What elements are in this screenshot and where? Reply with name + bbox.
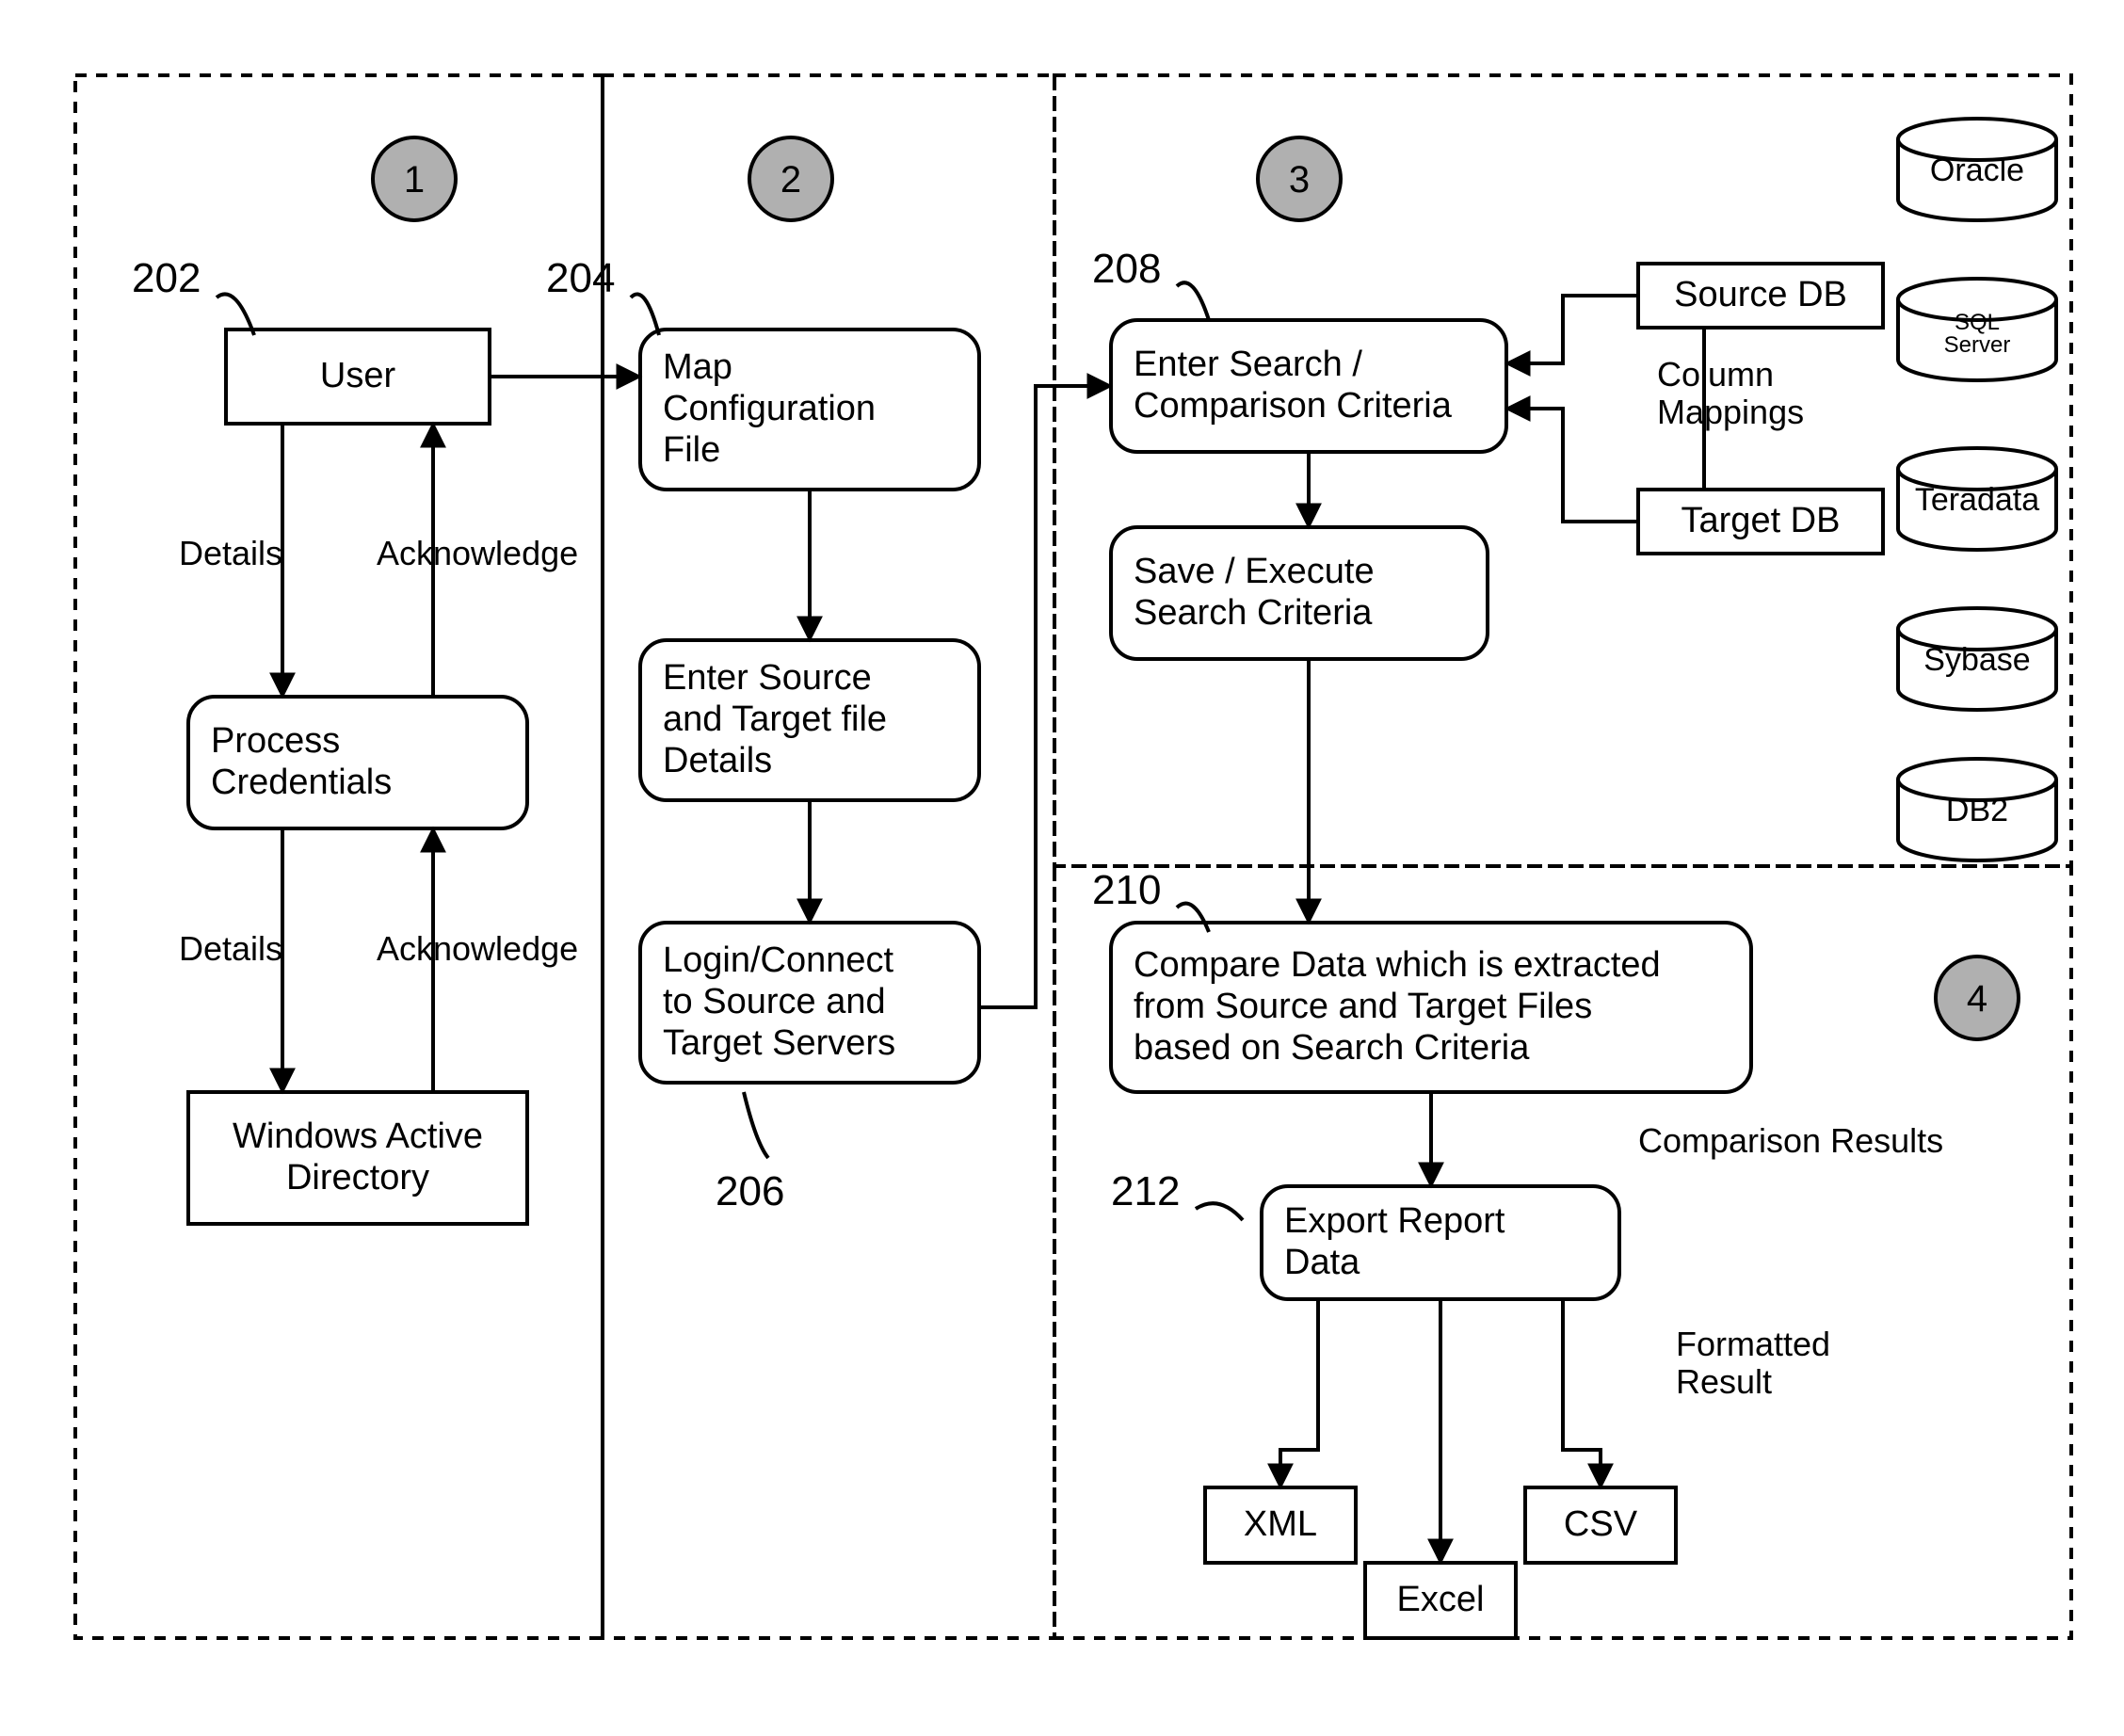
edge-label: Details	[179, 929, 282, 968]
edge-label: Result	[1676, 1362, 1772, 1401]
edge	[979, 386, 1111, 1007]
node-label: Source DB	[1674, 275, 1847, 314]
node-label: Target Servers	[663, 1023, 895, 1063]
node-label: Map	[663, 347, 732, 387]
edge-label: Acknowledge	[377, 929, 578, 968]
node-label: Compare Data which is extracted	[1134, 945, 1661, 985]
panel-badge-label: 2	[780, 159, 801, 201]
panel-badge-label: 4	[1967, 978, 1987, 1020]
ref-leader	[744, 1092, 768, 1158]
node-label: Login/Connect	[663, 940, 894, 980]
ref-208: 208	[1092, 246, 1161, 292]
node-label: User	[320, 356, 396, 395]
edge-label: Details	[179, 534, 282, 572]
node-label: Excel	[1397, 1580, 1485, 1619]
node-label: Comparison Criteria	[1134, 386, 1453, 426]
edge	[1280, 1299, 1318, 1487]
ref-206: 206	[716, 1168, 784, 1214]
node-label: Enter Search /	[1134, 345, 1362, 384]
panel-badge-label: 3	[1289, 159, 1310, 201]
node-label: Credentials	[211, 763, 392, 802]
db-label: SQL	[1955, 310, 2000, 335]
node-label: File	[663, 430, 720, 470]
edge-label: Column	[1657, 355, 1774, 394]
ref-212: 212	[1111, 1168, 1180, 1214]
ref-202: 202	[132, 255, 201, 301]
db-label: Sybase	[1923, 642, 2030, 678]
edge-label: Comparison Results	[1638, 1121, 1943, 1160]
node-label: Process	[211, 721, 340, 761]
db-label: Teradata	[1915, 482, 2039, 518]
node-label: and Target file	[663, 699, 887, 739]
panel-badge-label: 1	[404, 159, 425, 201]
db-label: DB2	[1946, 793, 2008, 828]
edge	[1506, 409, 1638, 522]
node-label: Save / Execute	[1134, 552, 1375, 591]
node-label: from Source and Target Files	[1134, 987, 1592, 1026]
ref-204: 204	[546, 255, 615, 301]
ref-leader	[1196, 1203, 1243, 1220]
node-label: based on Search Criteria	[1134, 1028, 1530, 1068]
edge-label: Mappings	[1657, 393, 1804, 431]
edge-label: Formatted	[1676, 1325, 1830, 1363]
db-label: Oracle	[1930, 153, 2024, 188]
node-label: Details	[663, 741, 772, 780]
node-label: Data	[1284, 1243, 1360, 1282]
panel-p2	[603, 75, 1054, 1638]
panel-p1	[75, 75, 603, 1638]
db-label: Server	[1944, 332, 2011, 358]
node-label: Search Criteria	[1134, 593, 1373, 633]
node-label: XML	[1244, 1504, 1317, 1544]
node-label: to Source and	[663, 982, 886, 1021]
node-label: Enter Source	[663, 658, 872, 698]
edge-label: Acknowledge	[377, 534, 578, 572]
node-label: Directory	[286, 1158, 429, 1198]
edge	[1563, 1299, 1601, 1487]
node-label: Target DB	[1682, 501, 1841, 540]
node-label: CSV	[1564, 1504, 1638, 1544]
ref-leader	[1177, 282, 1209, 320]
edge	[1506, 296, 1638, 363]
ref-leader	[631, 294, 659, 335]
node-label: Export Report	[1284, 1201, 1505, 1241]
ref-210: 210	[1092, 867, 1161, 913]
node-label: Configuration	[663, 389, 876, 428]
node-label: Windows Active	[233, 1117, 483, 1156]
